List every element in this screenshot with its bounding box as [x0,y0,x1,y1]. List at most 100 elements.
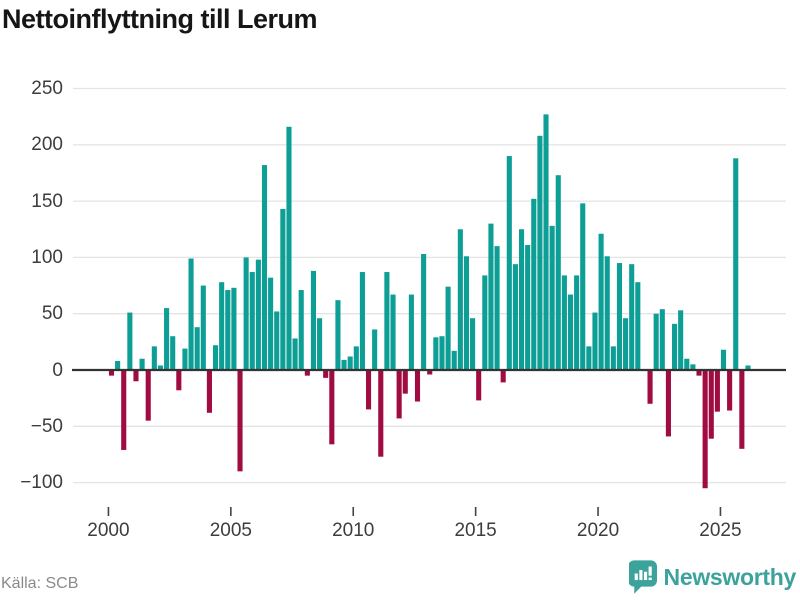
bar-positive [170,336,176,370]
page-title: Nettoinflyttning till Lerum [2,4,317,34]
bar-positive [261,165,268,370]
bar-positive [690,364,696,370]
bar-negative [396,370,402,419]
bar-positive [671,323,678,370]
bar-positive [421,254,427,370]
bar-negative [304,370,310,376]
bar-positive [280,208,286,370]
bar-positive [139,358,145,370]
bar-positive [604,256,610,370]
newsworthy-logo[interactable]: Newsworthy [628,558,797,596]
bar-positive [200,285,206,370]
bar-negative [708,370,714,439]
bar-negative [427,370,433,375]
bar-negative [714,370,720,412]
bar-positive [372,329,378,370]
bar-positive [592,312,598,370]
bar-positive [286,126,292,370]
bar-positive [531,198,537,370]
bar-positive [347,356,353,370]
bar-positive [549,225,555,370]
bar-positive [157,365,164,370]
bar-negative [414,370,421,402]
y-tick-label: 100 [31,246,63,268]
bar-positive [335,300,341,370]
bar-positive [249,272,255,370]
bar-negative [121,370,127,450]
bar-positive [720,349,727,370]
bar-positive [463,256,470,370]
bar-positive [512,264,518,370]
bar-negative [365,370,372,410]
bar-positive [310,270,317,370]
bar-negative [133,370,139,382]
y-tick-label: 50 [41,303,63,325]
bar-positive [274,311,280,370]
bar-negative [476,370,482,401]
bar-positive [194,327,200,370]
bar-negative [108,370,115,376]
newsworthy-wordmark: Newsworthy [663,563,797,590]
bar-positive [243,257,249,370]
newsworthy-chart-bubble-icon [628,560,657,594]
bar-positive [733,158,739,370]
bar-negative [647,370,653,404]
bar-positive [555,175,561,370]
bar-positive [115,360,121,370]
bar-positive [255,259,261,370]
bar-positive [433,337,439,370]
bar-positive [635,282,641,370]
bar-positive [598,233,604,370]
y-tick-label: 0 [52,359,63,381]
bar-positive [127,312,133,370]
bar-positive [470,318,476,370]
bar-negative [329,370,335,445]
bar-negative [402,370,408,394]
y-tick-label: −50 [30,415,63,437]
bar-positive [678,310,684,370]
bar-positive [745,365,751,370]
source-caption: Källa: SCB [1,575,79,592]
bar-negative [727,370,733,411]
bar-positive [653,313,659,370]
bar-positive [543,114,549,371]
bar-positive [231,287,237,370]
bar-positive [317,318,323,370]
y-tick-label: −100 [20,472,63,494]
bar-positive [341,359,347,370]
bar-positive [537,135,543,370]
bar-positive [482,275,488,370]
y-tick-label: 250 [31,78,63,99]
bar-negative [323,370,329,378]
bar-negative [206,370,212,413]
bar-positive [219,282,225,370]
bar-negative [739,370,745,449]
bar-positive [225,290,231,370]
bar-positive [439,336,445,370]
bar-negative [378,370,384,457]
x-tick-label: 2010 [332,520,375,541]
bar-positive [580,203,586,370]
bar-positive [359,272,365,370]
bar-positive [494,246,500,370]
y-tick-label: 200 [31,134,63,156]
bar-positive [451,350,457,370]
bar-positive [561,275,567,370]
bar-positive [610,346,616,370]
bar-positive [684,358,690,370]
bar-negative [696,370,702,376]
bar-positive [212,345,219,370]
y-tick-label: 150 [31,190,63,212]
bar-positive [629,264,635,370]
bar-negative [237,370,243,472]
bar-negative [176,370,182,391]
bar-negative [665,370,671,437]
bar-negative [500,370,506,383]
bar-positive [353,346,359,370]
x-tick-label: 2015 [454,520,497,541]
bar-positive [390,294,396,370]
x-tick-label: 2025 [699,520,742,541]
bar-positive [518,229,525,370]
bar-positive [384,272,390,370]
